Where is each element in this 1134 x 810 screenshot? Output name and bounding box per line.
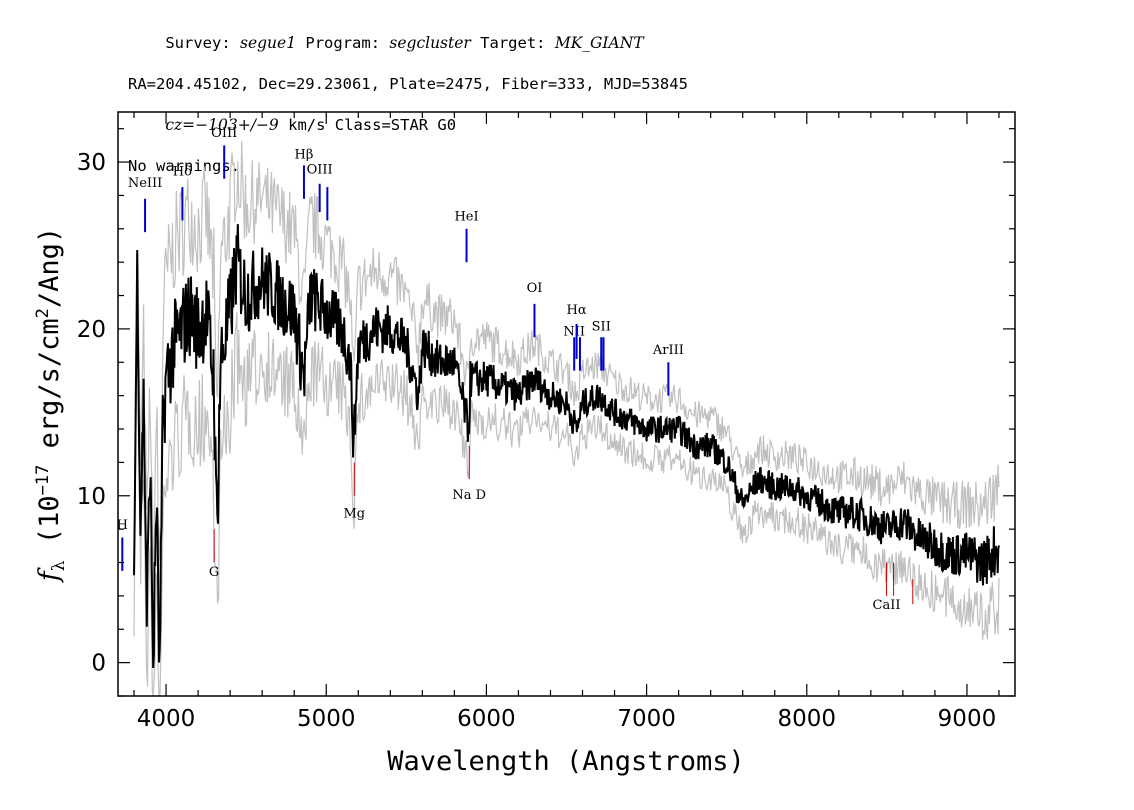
h-line-label: Hβ: [295, 148, 314, 163]
h-line-label: H: [117, 518, 128, 533]
nii-line-label: NII: [563, 325, 585, 340]
class-text: km/s Class=STAR G0: [278, 115, 457, 134]
oi-line-label: OI: [527, 281, 543, 296]
hei-line-label: HeI: [454, 209, 478, 224]
survey-value: segue1: [239, 33, 297, 52]
y-tick-label: 10: [77, 484, 106, 510]
h-line-label: Hδ: [173, 164, 192, 179]
header-line-3: cz=−103+/−9 km/s Class=STAR G0: [128, 94, 688, 156]
mg-line-label: Mg: [343, 506, 365, 521]
flux-trace: [133, 224, 1000, 669]
neiii-line-label: NeIII: [128, 176, 162, 191]
error-band-layer: [133, 141, 1000, 697]
program-value: segcluster: [389, 33, 471, 52]
x-tick-label: 8000: [777, 706, 836, 732]
h-line-label: Hα: [567, 303, 587, 318]
nad-line-label: Na D: [452, 488, 486, 503]
x-axis-title: Wavelength (Angstroms): [387, 746, 745, 777]
target-value: MK_GIANT: [554, 33, 644, 52]
axis-ticks: 4000 5000 6000 7000 8000 9000 0 10 20 30: [77, 112, 1015, 732]
g-line-label: G: [209, 565, 219, 580]
y-tick-label: 20: [77, 317, 106, 343]
x-tick-label: 7000: [617, 706, 676, 732]
program-label: Program:: [296, 33, 390, 52]
x-tick-label: 9000: [938, 706, 997, 732]
y-tick-label: 0: [91, 651, 106, 677]
oiii-line-label: OIII: [307, 163, 333, 178]
ariii-line-label: ArIII: [652, 343, 684, 358]
y-tick-label: 30: [77, 150, 106, 176]
error-lower-trace: [133, 312, 1000, 697]
warnings-text: No warnings.: [128, 156, 240, 175]
y-axis-title: fλ (10−17 erg/s/cm2/Ang): [33, 227, 69, 583]
x-tick-label: 5000: [297, 706, 356, 732]
flux-spectrum-layer: [133, 224, 1000, 669]
x-tick-label: 4000: [137, 706, 196, 732]
oiii-line-label: OIII: [211, 126, 237, 141]
header-line-2: RA=204.45102, Dec=29.23061, Plate=2475, …: [128, 74, 688, 93]
error-upper-trace: [133, 141, 1000, 566]
header-line-1: Survey: segue1 Program: segcluster Targe…: [128, 12, 688, 74]
plot-frame: [117, 111, 1016, 697]
caii-line-label: CaII: [873, 598, 901, 613]
spectrum-header: Survey: segue1 Program: segcluster Targe…: [128, 12, 688, 176]
x-tick-label: 6000: [457, 706, 516, 732]
target-label: Target:: [470, 33, 555, 52]
sii-line-label: SII: [592, 320, 611, 335]
survey-label: Survey:: [165, 33, 240, 52]
redshift-value: cz=−103+/−9: [165, 115, 279, 134]
